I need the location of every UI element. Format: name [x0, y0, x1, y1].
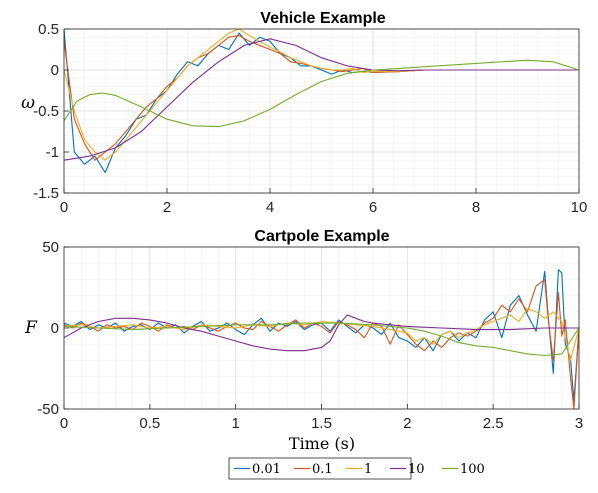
legend: 0.01 0.1 1 10 100 — [228, 457, 485, 480]
legend-label-0_01: 0.01 — [252, 462, 281, 477]
legend-label-1: 1 — [364, 462, 372, 477]
vehicle-xtick-label: 10 — [571, 199, 588, 216]
legend-label-100: 100 — [460, 462, 485, 477]
vehicle-grid — [63, 28, 580, 194]
vehicle-ytick-label: -1.5 — [33, 185, 59, 202]
vehicle-series-1-line — [63, 28, 579, 161]
vehicle-ytick-label: -0.5 — [33, 103, 59, 120]
cartpole-series-1-line — [63, 308, 580, 361]
legend-label-0_1: 0.1 — [312, 462, 333, 477]
cartpole-title: Cartpole Example — [254, 228, 389, 245]
vehicle-panel: Vehicle Example ω 0 2 4 6 8 10 -1.5 -1 -0.5 0 0.5 — [21, 10, 587, 216]
cartpole-ytick-label: -50 — [37, 401, 59, 418]
cartpole-xtick-label: 0.5 — [139, 415, 160, 432]
cartpole-series-10-line — [63, 314, 579, 352]
cartpole-series-100-line — [63, 322, 580, 357]
vehicle-xtick-label: 0 — [60, 199, 68, 216]
vehicle-ytick-label: 0 — [51, 62, 59, 79]
vehicle-title: Vehicle Example — [260, 10, 386, 27]
vehicle-series-100-line — [63, 59, 580, 128]
cartpole-xtick-label: 2 — [403, 415, 411, 432]
cartpole-ytick-label: 0 — [51, 320, 59, 337]
cartpole-lines — [63, 269, 580, 410]
vehicle-xtick-label: 6 — [369, 199, 377, 216]
cartpole-xlabel: Time (s) — [289, 434, 355, 453]
cartpole-xtick-label: 1.5 — [311, 415, 332, 432]
legend-label-10: 10 — [408, 462, 425, 477]
vehicle-ytick-label: -1 — [46, 144, 59, 161]
vehicle-xtick-label: 8 — [472, 199, 480, 216]
legend-box — [228, 457, 412, 480]
vehicle-ytick-label: 0.5 — [38, 21, 59, 38]
cartpole-xtick-label: 1 — [231, 415, 239, 432]
vehicle-lines — [63, 28, 580, 174]
cartpole-ylabel: F — [24, 318, 38, 338]
vehicle-ticks: 0 2 4 6 8 10 -1.5 -1 -0.5 0 0.5 — [33, 21, 587, 216]
cartpole-xtick-label: 3 — [575, 415, 583, 432]
cartpole-series-0_01-line — [63, 269, 580, 402]
cartpole-xtick-label: 2.5 — [483, 415, 504, 432]
vehicle-series-0_01-line — [63, 28, 579, 174]
vehicle-xtick-label: 4 — [266, 199, 274, 216]
cartpole-series-0_1-line — [63, 278, 580, 410]
cartpole-ytick-label: 50 — [42, 239, 59, 256]
vehicle-series-10-line — [63, 38, 579, 161]
cartpole-xtick-label: 0 — [60, 415, 68, 432]
vehicle-xtick-label: 2 — [163, 199, 171, 216]
vehicle-ylabel: ω — [21, 93, 35, 113]
